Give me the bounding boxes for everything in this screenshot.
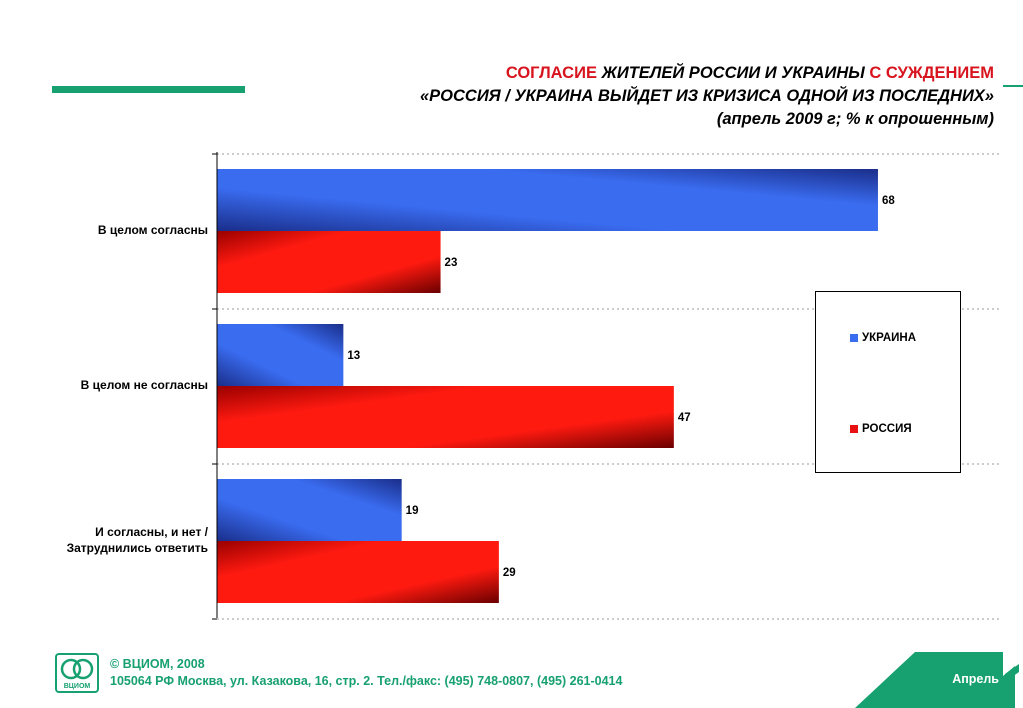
category-label-line: И согласны, и нет /: [95, 525, 208, 539]
corner-tab: [855, 652, 1019, 708]
bar-russia: [217, 541, 499, 603]
legend-item-ukraine: УКРАИНА: [850, 332, 916, 344]
category-label-line: В целом не согласны: [80, 378, 208, 392]
data-label-layer: 68 23 13 47 19 29: [347, 195, 895, 579]
corner-label: Апрель: [952, 672, 999, 686]
legend-label-ukraine: УКРАИНА: [862, 332, 917, 344]
title-line-2: «РОССИЯ / УКРАИНА ВЫЙДЕТ ИЗ КРИЗИСА ОДНО…: [419, 87, 994, 105]
bar-ukraine: [217, 479, 402, 541]
title-line-1: СОГЛАСИЕ ЖИТЕЛЕЙ РОССИИ И УКРАИНЫ С СУЖД…: [294, 62, 994, 85]
accent-bar: [52, 86, 245, 93]
footer-copyright: © ВЦИОМ, 2008: [110, 657, 205, 671]
legend: УКРАИНА РОССИЯ: [815, 291, 961, 473]
data-label: 68: [882, 195, 895, 207]
footer-address: 105064 РФ Москва, ул. Казакова, 16, стр.…: [110, 674, 623, 688]
vciom-logo-text: ВЦИОМ: [64, 683, 91, 690]
data-label: 13: [347, 350, 360, 362]
vciom-logo: ВЦИОМ: [55, 653, 99, 693]
data-label: 29: [503, 567, 516, 579]
category-label-line: Затруднились ответить: [66, 541, 208, 555]
title-mid: ЖИТЕЛЕЙ РОССИИ И УКРАИНЫ: [601, 64, 865, 82]
category-label-line: В целом согласны: [97, 223, 208, 237]
grid-layer: [212, 153, 1000, 620]
bar-layer: [217, 169, 878, 603]
title-red-b: С СУЖДЕНИЕМ: [869, 64, 994, 82]
legend-label-russia: РОССИЯ: [862, 423, 912, 435]
legend-swatch-blue: [850, 334, 858, 342]
legend-item-russia: РОССИЯ: [850, 423, 912, 435]
category-label: И согласны, и нет / Затруднились ответить: [8, 524, 208, 556]
vciom-logo-mark: ВЦИОМ: [60, 658, 94, 690]
bar-ukraine: [217, 169, 878, 231]
category-label: В целом согласны: [8, 222, 208, 238]
bar-russia: [217, 231, 441, 293]
data-label: 19: [406, 505, 419, 517]
footer-info: © ВЦИОМ, 2008 105064 РФ Москва, ул. Каза…: [110, 656, 622, 690]
data-label: 47: [678, 412, 691, 424]
category-label: В целом не согласны: [8, 377, 208, 393]
legend-swatch-red: [850, 425, 858, 433]
title-line-3: (апрель 2009 г; % к опрошенным): [716, 110, 994, 128]
bar-russia: [217, 386, 674, 448]
title-red-a: СОГЛАСИЕ: [505, 64, 597, 82]
title-rule: [1003, 85, 1023, 87]
data-label: 23: [445, 257, 458, 269]
bar-ukraine: [217, 324, 344, 386]
chart-title: СОГЛАСИЕ ЖИТЕЛЕЙ РОССИИ И УКРАИНЫ С СУЖД…: [294, 62, 994, 131]
